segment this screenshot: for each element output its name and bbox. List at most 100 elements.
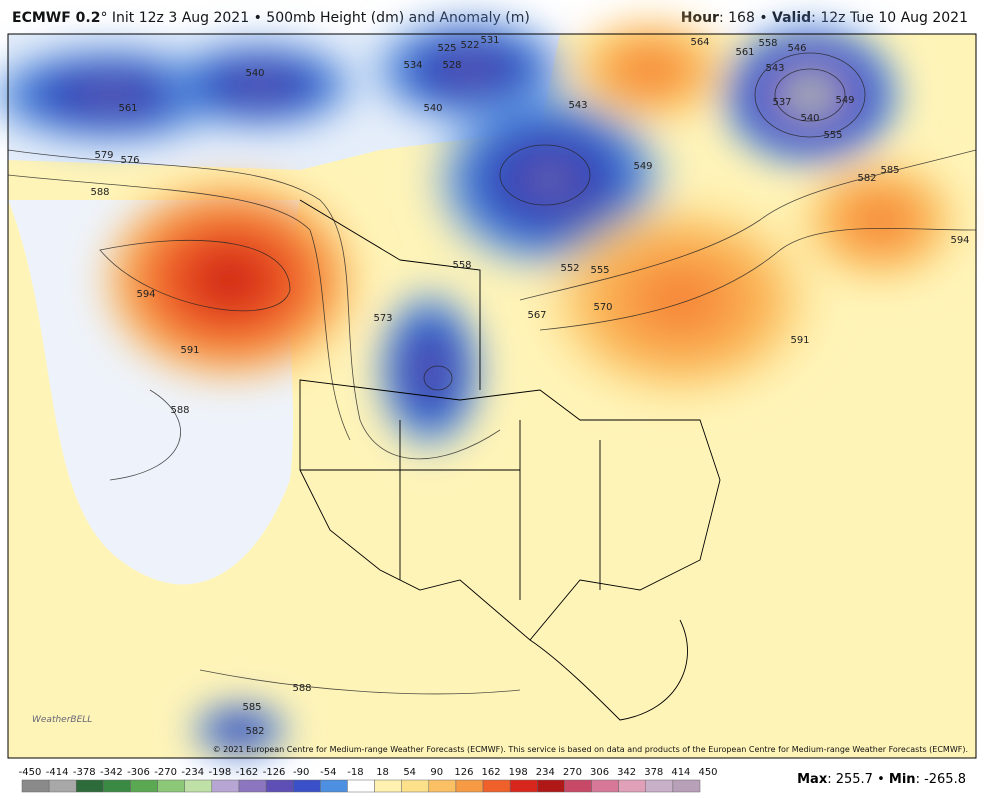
colorbar-swatch (75, 779, 104, 793)
colorbar-tick-label: 450 (698, 767, 717, 778)
contour-label: 543 (568, 100, 587, 111)
contour-label: 561 (118, 103, 137, 114)
colorbar-tick-label: -126 (263, 767, 286, 778)
min-label: Min (888, 772, 916, 787)
contour-label: 549 (835, 95, 854, 106)
contour-label: 579 (94, 150, 113, 161)
contour-label: 582 (857, 173, 876, 184)
hour: 168 (728, 10, 755, 26)
contour-label: 558 (758, 38, 777, 49)
colorbar-swatch (564, 779, 592, 793)
contour-label: 567 (527, 310, 546, 321)
contour-label: 522 (460, 40, 479, 51)
contour-label: 534 (403, 60, 422, 71)
colorbar-tick-label: 414 (671, 767, 690, 778)
contour-label: 588 (90, 187, 109, 198)
valid: 12z Tue 10 Aug 2021 (820, 10, 968, 26)
contour-label: 525 (437, 43, 456, 54)
colorbar-tick-label: 90 (430, 767, 443, 778)
contour-label: 570 (593, 302, 612, 313)
colorbar-swatch (401, 779, 430, 793)
colorbar-swatch (238, 779, 267, 793)
contour-label: 540 (423, 103, 442, 114)
colorbar-tick-label: -18 (347, 767, 363, 778)
contour-label: 594 (950, 235, 969, 246)
contour-label: 540 (245, 68, 264, 79)
max: 255.7 (835, 772, 873, 787)
colorbar-tick-label: -162 (236, 767, 259, 778)
colorbar-tick-label: 162 (481, 767, 500, 778)
contour-label: 537 (772, 97, 791, 108)
colorbar-swatch (482, 779, 511, 793)
contour-label: 585 (880, 165, 899, 176)
model: ECMWF 0.2 (12, 10, 101, 26)
separator: • (253, 10, 262, 26)
colorbar-swatch (537, 779, 565, 793)
colorbar-tick-label: -306 (127, 767, 150, 778)
colorbar-tick-label: 198 (509, 767, 528, 778)
max-label: Max (797, 772, 828, 787)
colorbar-swatch (509, 779, 538, 793)
colorbar-swatch (672, 779, 701, 793)
colorbar-tick-label: -378 (73, 767, 96, 778)
colorbar-tick-label: 54 (403, 767, 416, 778)
colorbar-swatch (211, 779, 240, 793)
contour-label: 555 (823, 130, 842, 141)
colorbar-tick-label: -54 (320, 767, 336, 778)
degree: ° (100, 10, 108, 26)
colorbar-swatch (21, 779, 50, 793)
colorbar: -450 -414 -378 -342 -306 -270 -234 -198 -162 -126… (19, 767, 718, 793)
contour-label: 552 (560, 263, 579, 274)
colorbar-tick-label: 270 (563, 767, 582, 778)
min: -265.8 (924, 772, 966, 787)
contour-label: 555 (590, 265, 609, 276)
contour-label: 543 (765, 63, 784, 74)
colorbar-swatch (320, 779, 348, 793)
contour-label: 591 (790, 335, 809, 346)
contour-label: 582 (245, 726, 264, 737)
contour-label: 588 (170, 405, 189, 416)
separator: • (877, 772, 885, 787)
map-area (0, 10, 977, 760)
colorbar-swatch (455, 779, 484, 793)
contour-label: 540 (800, 113, 819, 124)
colorbar-tick-label: -450 (19, 767, 42, 778)
separator: • (759, 10, 768, 26)
colorbar-swatch (347, 779, 375, 793)
colorbar-swatch (48, 779, 77, 793)
contour-label: 561 (735, 47, 754, 58)
colorbar-swatch (157, 779, 185, 793)
colorbar-tick-label: 306 (590, 767, 609, 778)
colorbar-swatch (374, 779, 402, 793)
colorbar-tick-label: 378 (644, 767, 663, 778)
colorbar-tick-label: -198 (208, 767, 231, 778)
colorbar-tick-label: -90 (293, 767, 309, 778)
contour-label: 576 (120, 155, 139, 166)
contour-label: 594 (136, 289, 155, 300)
colorbar-tick-label: -414 (46, 767, 69, 778)
colorbar-swatch (130, 779, 158, 793)
contour-label: 591 (180, 345, 199, 356)
contour-label: 546 (787, 43, 806, 54)
contour-label: 558 (452, 260, 471, 271)
colorbar-swatch (184, 779, 213, 793)
colorbar-swatch (645, 779, 674, 793)
colorbar-swatch (103, 779, 131, 793)
colorbar-swatch (618, 779, 647, 793)
copyright: © 2021 European Centre for Medium-range … (213, 745, 968, 754)
colorbar-swatch (292, 779, 321, 793)
colorbar-tick-label: -270 (154, 767, 177, 778)
colorbar-swatch (265, 779, 294, 793)
footer: Max: 255.7 • Min: -265.8 (797, 772, 966, 787)
colorbar-tick-label: 234 (536, 767, 555, 778)
contour-label: 549 (633, 161, 652, 172)
colorbar-swatch (591, 779, 619, 793)
colorbar-tick-label: 126 (454, 767, 473, 778)
contour-label: 573 (373, 313, 392, 324)
colorbar-tick-label: -342 (100, 767, 123, 778)
logo: WeatherBELL (32, 715, 92, 725)
colorbar-tick-label: -234 (181, 767, 204, 778)
colorbar-tick-label: 18 (376, 767, 389, 778)
